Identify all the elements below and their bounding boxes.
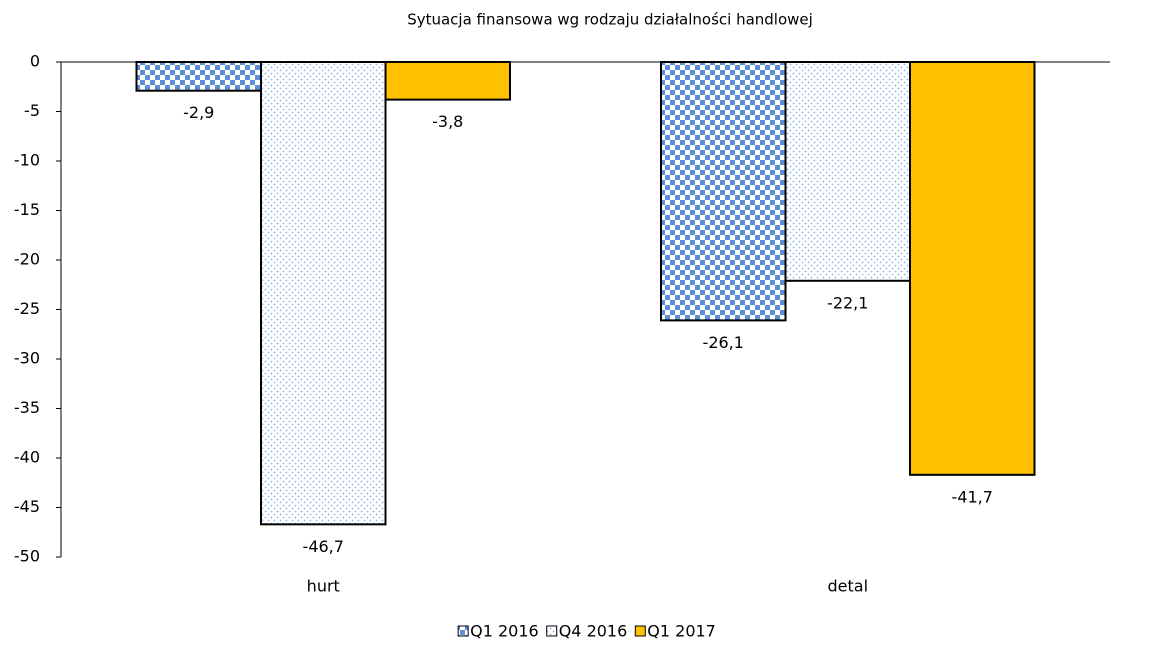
y-tick-label: -35	[14, 398, 40, 417]
y-tick-label: -25	[14, 299, 40, 318]
y-tick-label: -10	[14, 151, 40, 170]
y-tick-label: 0	[30, 52, 40, 71]
value-label: -22,1	[827, 293, 868, 312]
x-tick-label: hurt	[307, 577, 340, 596]
y-tick-label: -50	[14, 547, 40, 566]
y-tick-label: -30	[14, 349, 40, 368]
legend-label: Q1 2016	[470, 622, 539, 641]
legend-swatch	[457, 625, 469, 637]
chart-title: Sytuacja finansowa wg rodzaju działalnoś…	[407, 11, 813, 29]
legend-swatch	[634, 625, 646, 637]
bar	[384, 61, 511, 101]
value-label: -3,8	[432, 112, 463, 131]
bar	[135, 61, 262, 92]
y-tick-label: -45	[14, 497, 40, 516]
x-tick-label: detal	[827, 577, 868, 596]
value-label: -46,7	[303, 537, 344, 556]
legend-swatch	[546, 625, 558, 637]
value-label: -26,1	[703, 333, 744, 352]
legend-label: Q4 2016	[559, 622, 628, 641]
y-tick-label: -5	[24, 101, 40, 120]
bar	[260, 61, 387, 526]
bar	[784, 61, 911, 282]
value-label: -2,9	[183, 103, 214, 122]
bar	[909, 61, 1036, 476]
bar	[660, 61, 787, 322]
y-tick-label: -15	[14, 200, 40, 219]
y-tick-label: -20	[14, 250, 40, 269]
y-tick-label: -40	[14, 448, 40, 467]
value-label: -41,7	[952, 487, 993, 506]
legend-label: Q1 2017	[647, 622, 716, 641]
